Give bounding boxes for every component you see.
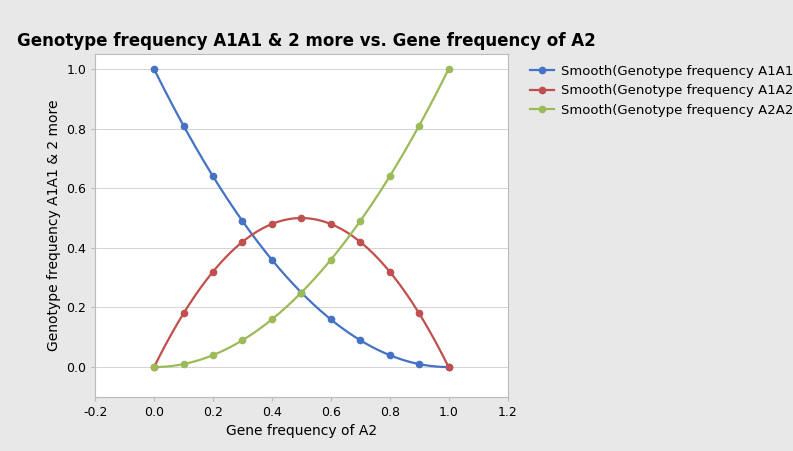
Legend: Smooth(Genotype frequency A1A1), Smooth(Genotype frequency A1A2), Smooth(Genotyp: Smooth(Genotype frequency A1A1), Smooth(…	[527, 61, 793, 121]
X-axis label: Gene frequency of A2: Gene frequency of A2	[226, 424, 377, 438]
Y-axis label: Genotype frequency A1A1 & 2 more: Genotype frequency A1A1 & 2 more	[47, 100, 60, 351]
Text: Genotype frequency A1A1 & 2 more vs. Gene frequency of A2: Genotype frequency A1A1 & 2 more vs. Gen…	[17, 32, 596, 50]
